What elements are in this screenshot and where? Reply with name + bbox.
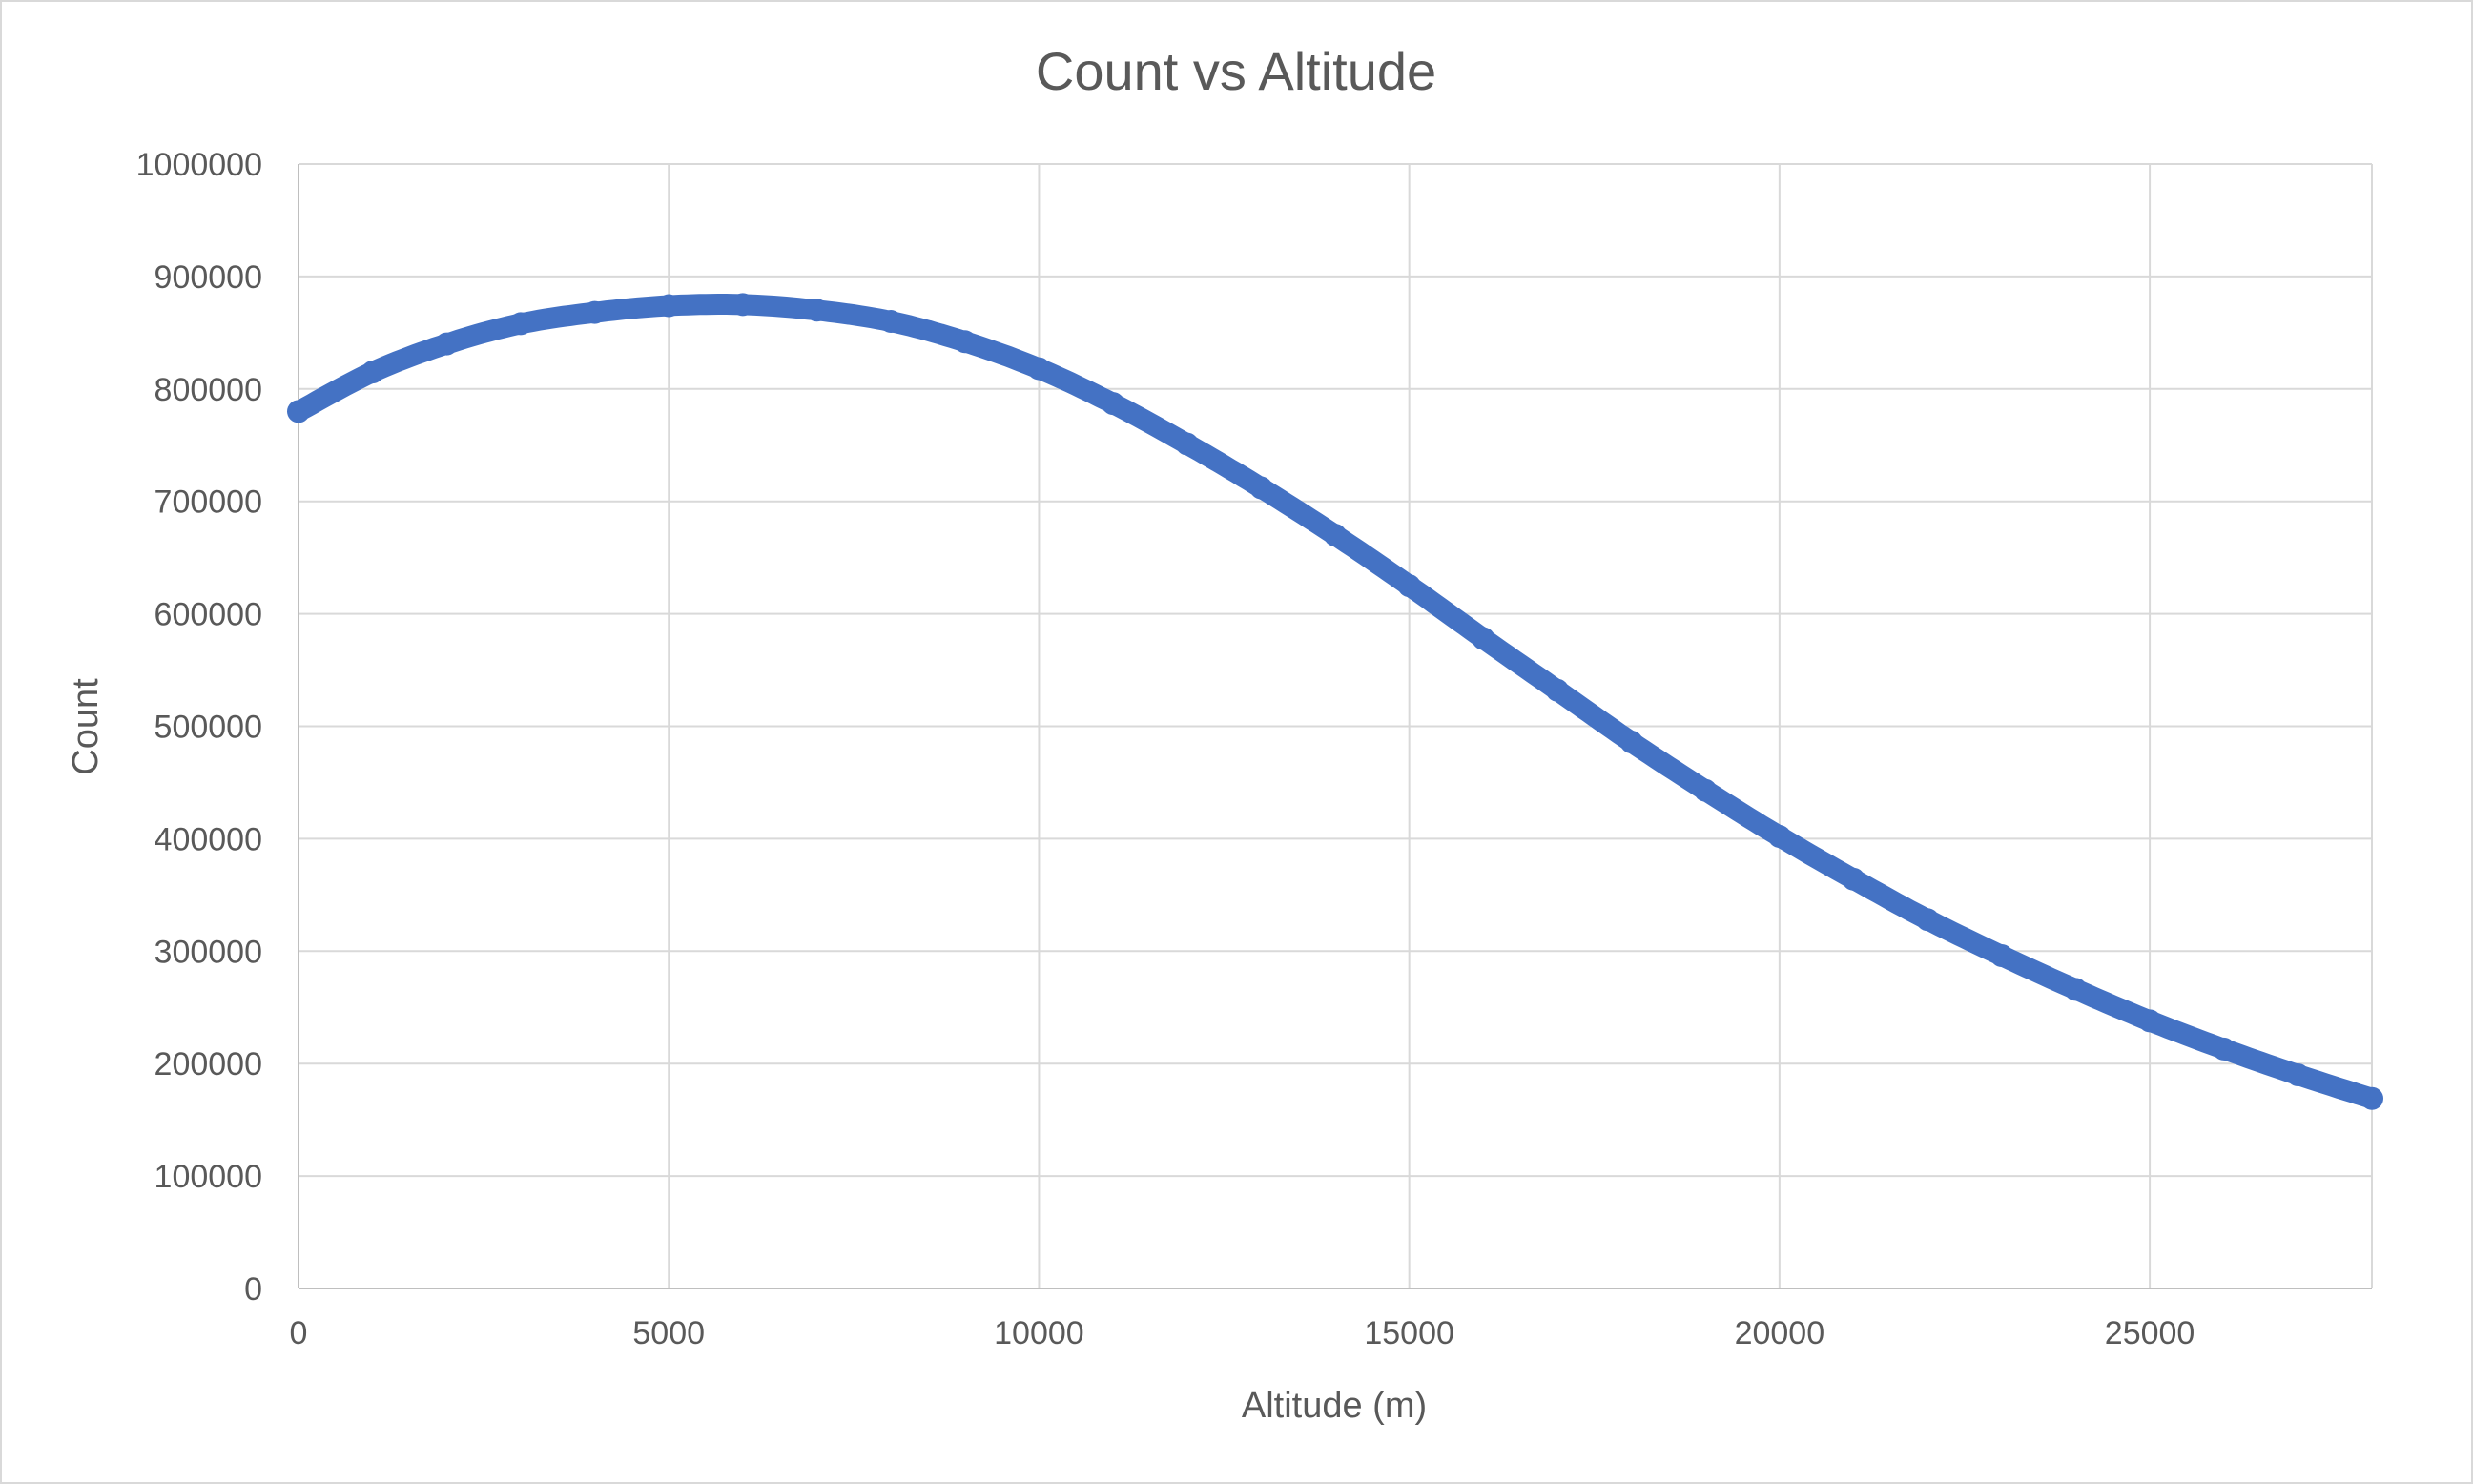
- y-tick-label: 200000: [155, 1046, 262, 1082]
- y-tick-label: 400000: [155, 821, 262, 857]
- data-point: [435, 332, 459, 356]
- data-point: [953, 330, 977, 354]
- gridlines: [299, 163, 2373, 1288]
- x-tick-label: 10000: [994, 1315, 1084, 1351]
- data-point: [1767, 825, 1791, 849]
- data-point: [1694, 778, 1718, 802]
- y-tick-label: 500000: [155, 710, 262, 746]
- data-point: [2360, 1086, 2383, 1110]
- data-point: [805, 299, 829, 322]
- chart-title: Count vs Altitude: [1036, 41, 1436, 101]
- y-tick-label: 100000: [155, 1159, 262, 1195]
- data-point: [1102, 392, 1125, 416]
- data-point: [1989, 944, 2013, 968]
- data-point: [731, 293, 754, 317]
- data-point: [361, 361, 384, 384]
- data-point: [508, 312, 532, 336]
- data-point: [879, 310, 903, 334]
- data-point: [1249, 476, 1273, 500]
- data-point: [1027, 357, 1051, 381]
- data-point: [1324, 524, 1347, 547]
- x-tick-label: 25000: [2105, 1315, 2195, 1351]
- data-point: [2064, 978, 2088, 1001]
- axes: [298, 164, 2372, 1289]
- data-point: [657, 294, 681, 318]
- y-tick-label: 300000: [155, 934, 262, 970]
- data-point: [1842, 867, 1865, 891]
- data-point: [2138, 1009, 2162, 1033]
- data-point: [583, 300, 607, 324]
- data-point: [1472, 627, 1495, 650]
- y-tick-label: 700000: [155, 484, 262, 521]
- x-tick-label: 0: [290, 1315, 308, 1351]
- y-tick-label: 800000: [155, 372, 262, 408]
- y-tick-label: 0: [244, 1271, 262, 1308]
- data-point: [1175, 432, 1199, 456]
- series-line: [288, 294, 2382, 1109]
- data-point: [1916, 908, 1940, 932]
- y-axis-title: Count: [66, 678, 106, 775]
- data-point: [1397, 574, 1421, 598]
- y-tick-label: 600000: [155, 597, 262, 633]
- x-tick-label: 20000: [1735, 1315, 1825, 1351]
- x-axis-title: Altitude (m): [1242, 1386, 1427, 1426]
- data-point: [1545, 678, 1569, 702]
- y-tick-label: 1000000: [136, 147, 262, 183]
- data-point: [287, 400, 310, 423]
- tick-labels: 0100000200000300000400000500000600000700…: [136, 147, 2195, 1351]
- y-tick-label: 900000: [155, 259, 262, 296]
- data-point: [2286, 1062, 2310, 1086]
- data-series: [287, 293, 2383, 1110]
- data-point: [1619, 731, 1643, 754]
- data-point: [2212, 1037, 2236, 1061]
- x-tick-label: 15000: [1364, 1315, 1454, 1351]
- x-tick-label: 5000: [632, 1315, 705, 1351]
